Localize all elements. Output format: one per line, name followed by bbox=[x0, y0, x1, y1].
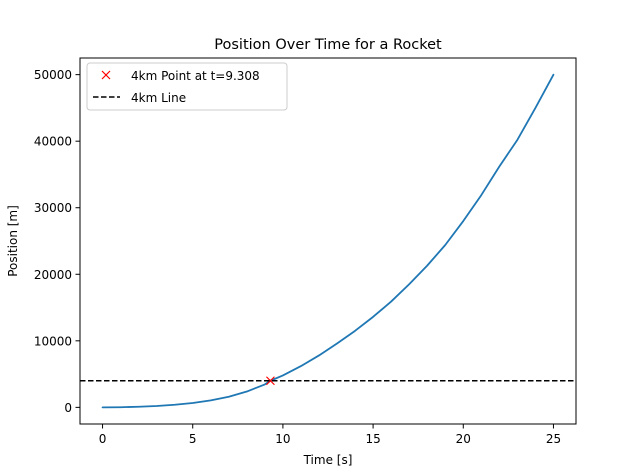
axes: 0 5 10 15 20 25 0 10000 20000 30000 40000 50000 bbox=[34, 57, 577, 446]
y-tick-label: 10000 bbox=[34, 334, 72, 348]
legend-marker-x-icon bbox=[101, 70, 111, 80]
x-tick-label: 25 bbox=[546, 432, 561, 446]
y-tick-label: 40000 bbox=[34, 135, 72, 149]
x-tick-label: 10 bbox=[275, 432, 290, 446]
axes-frame bbox=[79, 57, 577, 425]
x-tick-label: 20 bbox=[456, 432, 471, 446]
legend-label-line: 4km Line bbox=[131, 91, 186, 105]
y-tick-label: 30000 bbox=[34, 201, 72, 215]
point-marker-x-icon bbox=[266, 376, 275, 386]
position-curve bbox=[101, 73, 555, 409]
legend-frame bbox=[86, 62, 288, 111]
y-tick-label: 0 bbox=[64, 401, 72, 415]
y-tick-label: 50000 bbox=[34, 68, 72, 82]
chart-title: Position Over Time for a Rocket bbox=[214, 37, 442, 53]
y-axis-label: Position [m] bbox=[6, 205, 20, 277]
point-marker-stroke bbox=[266, 376, 275, 386]
x-tick-label: 15 bbox=[365, 432, 380, 446]
y-tick-label: 20000 bbox=[34, 268, 72, 282]
legend-label-point: 4km Point at t=9.308 bbox=[131, 69, 260, 83]
x-tick-label: 5 bbox=[189, 432, 197, 446]
x-axis-label: Time [s] bbox=[303, 453, 353, 467]
plot-area bbox=[80, 73, 576, 409]
legend: 4km Point at t=9.308 4km Line bbox=[86, 62, 288, 111]
x-tick-label: 0 bbox=[99, 432, 107, 446]
